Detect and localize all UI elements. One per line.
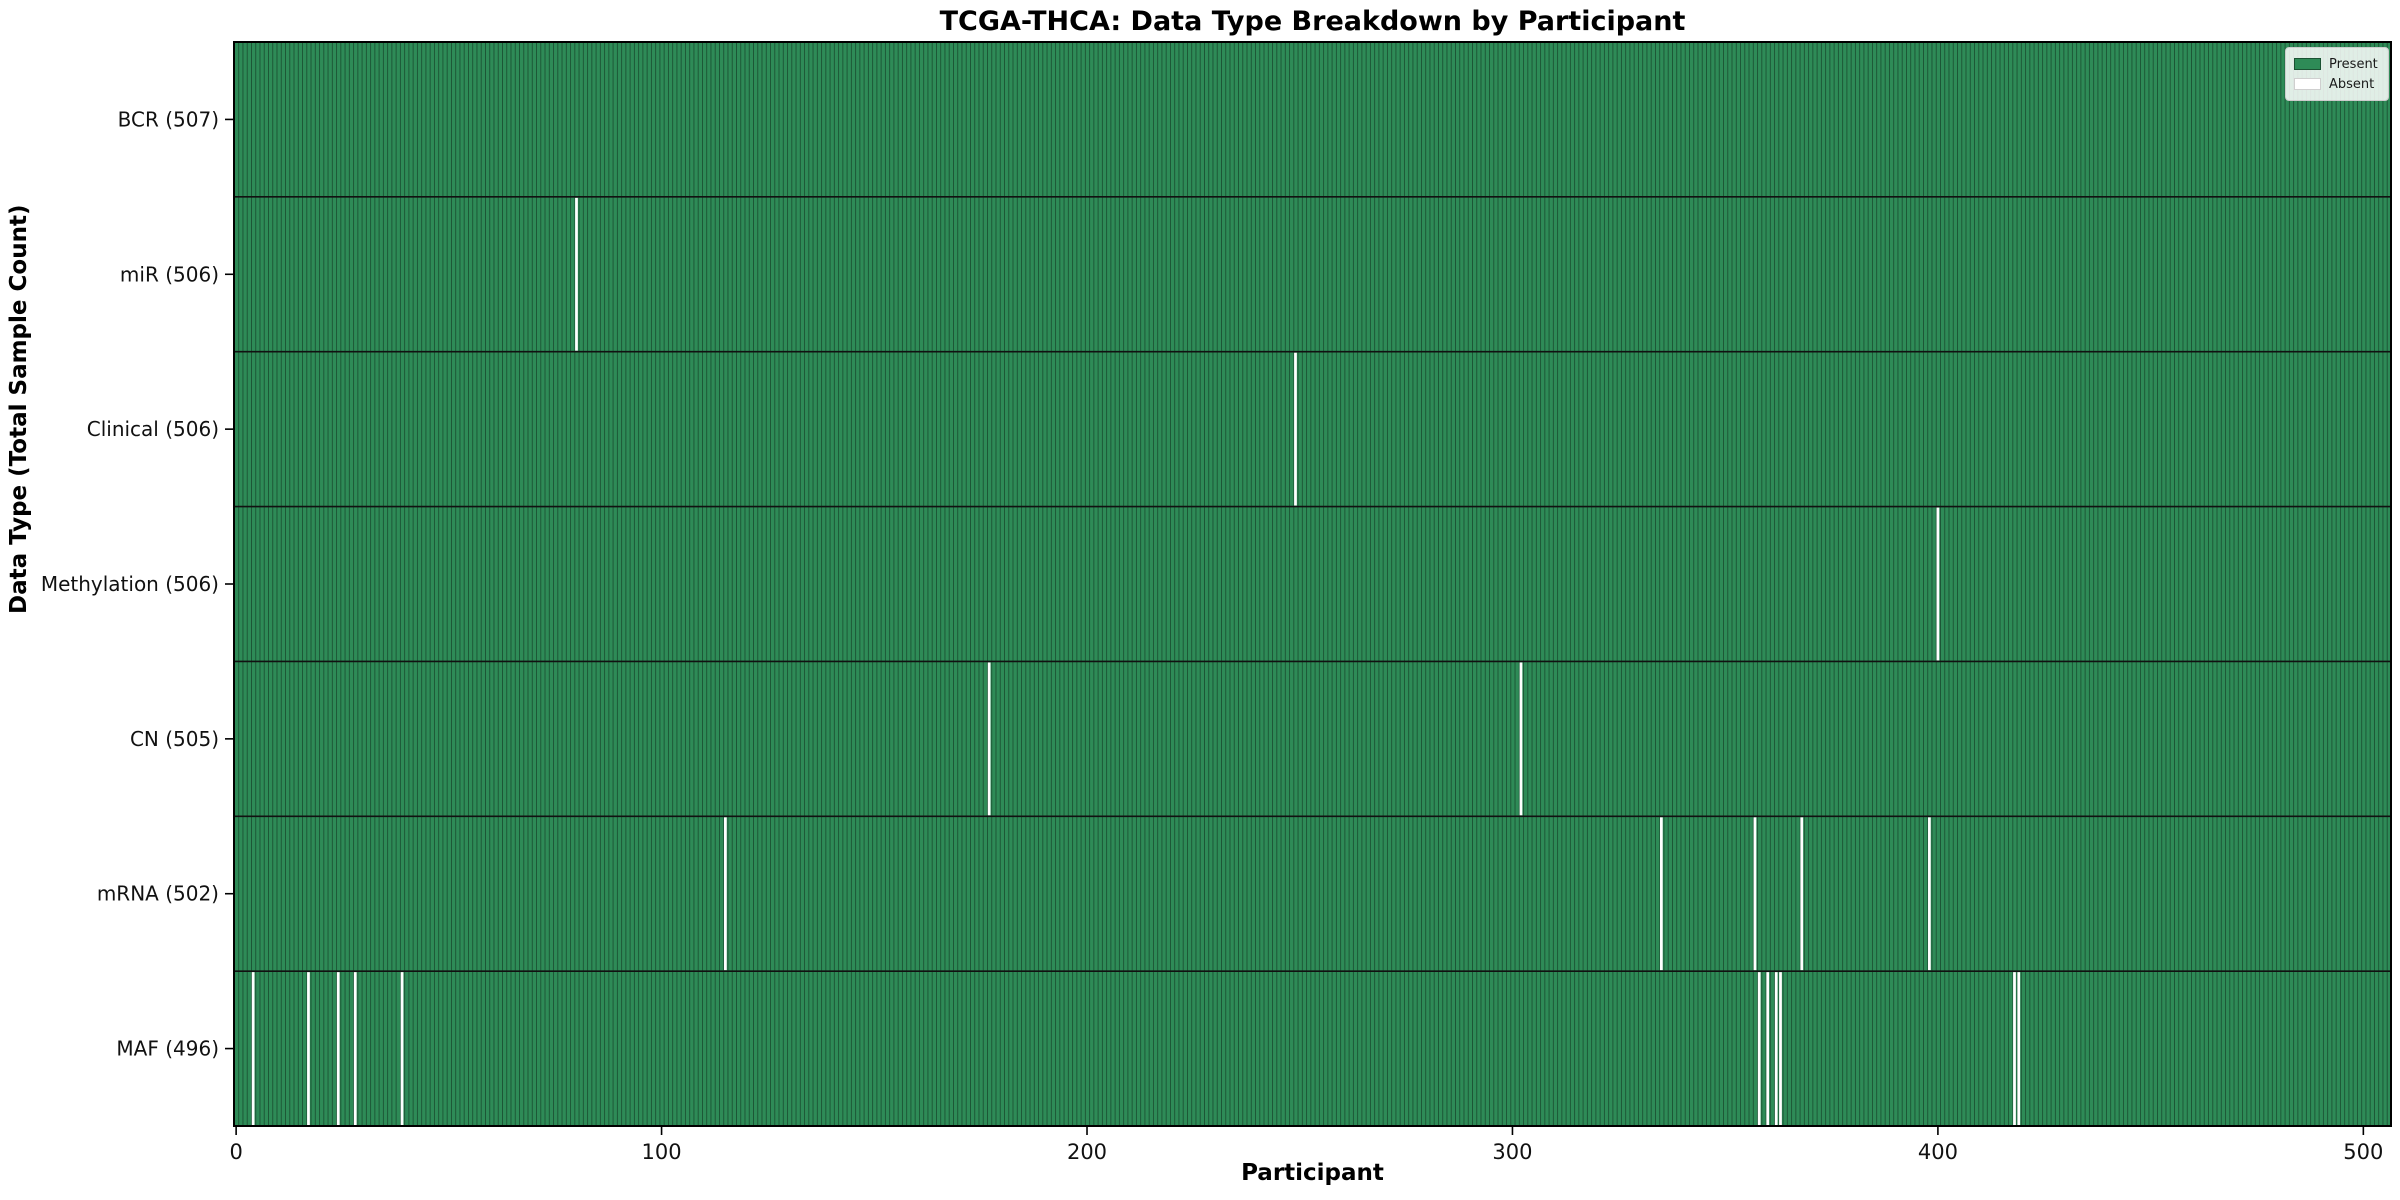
row-maf (234, 971, 2391, 1126)
legend: Present Absent (2285, 47, 2389, 101)
x-tick-label-300: 300 (1492, 1140, 1532, 1164)
absent-gap-cn-302 (1519, 662, 1523, 816)
y-tick-label-bcr: BCR (507) (118, 107, 219, 131)
row-mir (234, 196, 2391, 352)
absent-gap-mrna-357 (1753, 817, 1757, 971)
absent-gap-mrna-398 (1928, 817, 1931, 971)
absent-gap-maf-17 (307, 972, 310, 1125)
legend-item-absent: Absent (2294, 74, 2380, 94)
absent-gap-maf-358 (1757, 972, 1761, 1125)
absent-gap-maf-362 (1774, 972, 1778, 1125)
plot-border (233, 41, 2392, 1127)
row-methylation (234, 506, 2391, 662)
absent-gap-maf-360 (1766, 972, 1770, 1125)
x-tick-label-500: 500 (2343, 1140, 2383, 1164)
absent-gap-methylation-400 (1936, 507, 1940, 661)
legend-label-present: Present (2329, 56, 2378, 72)
x-tick-label-400: 400 (1918, 1140, 1958, 1164)
row-clinical (234, 351, 2391, 507)
absent-gap-clinical-249 (1294, 352, 1297, 506)
absent-gap-maf-28 (353, 972, 357, 1125)
x-tick-label-200: 200 (1067, 1140, 1107, 1164)
absent-gap-maf-363 (1779, 972, 1782, 1125)
row-cn (234, 661, 2391, 817)
absent-gap-maf-4 (251, 972, 255, 1125)
absent-gap-cn-177 (987, 662, 991, 816)
y-tick-label-cn: CN (505) (130, 727, 219, 751)
x-tick-label-100: 100 (642, 1140, 682, 1164)
y-tick-label-clinical: Clinical (506) (87, 417, 219, 441)
chart-title: TCGA-THCA: Data Type Breakdown by Partic… (939, 6, 1686, 37)
absent-gap-maf-419 (2017, 972, 2021, 1125)
absent-swatch-icon (2294, 78, 2321, 90)
absent-gap-maf-24 (336, 972, 340, 1125)
y-axis-label-text: Data Type (Total Sample Count) (6, 204, 32, 614)
present-swatch-icon (2294, 58, 2321, 70)
legend-item-present: Present (2294, 54, 2380, 74)
absent-gap-mrna-368 (1800, 817, 1804, 971)
legend-label-absent: Absent (2329, 76, 2375, 92)
row-mrna (234, 816, 2391, 972)
y-tick-label-maf: MAF (496) (116, 1037, 219, 1061)
x-tick-label-0: 0 (229, 1140, 242, 1164)
absent-gap-mrna-335 (1659, 817, 1663, 971)
row-bcr (234, 42, 2391, 197)
absent-gap-mrna-115 (724, 817, 727, 971)
absent-gap-maf-39 (400, 972, 404, 1125)
y-tick-label-mrna: mRNA (502) (97, 882, 219, 906)
absent-gap-maf-418 (2013, 972, 2016, 1125)
y-tick-label-methylation: Methylation (506) (41, 572, 219, 596)
absent-gap-mir-80 (575, 197, 578, 351)
y-tick-label-mir: miR (506) (120, 262, 219, 286)
y-axis-label: Data Type (Total Sample Count) (6, 205, 32, 614)
x-axis-label: Participant (1241, 1160, 1384, 1186)
